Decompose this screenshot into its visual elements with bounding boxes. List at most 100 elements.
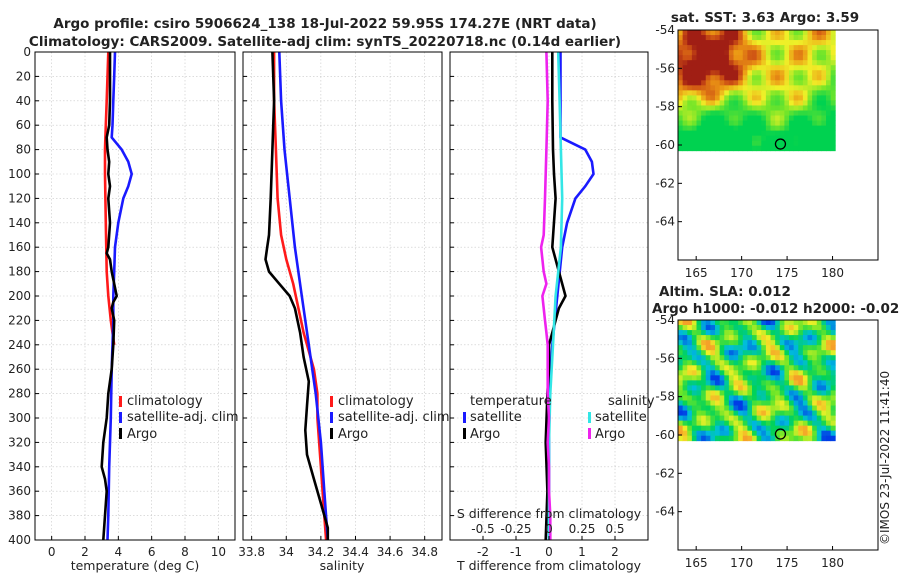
heatmap-cell [733, 430, 739, 437]
heatmap-cell [775, 345, 781, 351]
heatmap-cell [807, 140, 813, 147]
heatmap-cell [765, 65, 771, 71]
heatmap-cell [728, 400, 734, 406]
heatmap-cell [678, 425, 684, 432]
heatmap-cell [682, 325, 688, 331]
heatmap-cell [715, 135, 721, 142]
heatmap-cell [678, 400, 684, 406]
heatmap-cell [775, 50, 781, 56]
heatmap-cell [682, 145, 688, 152]
heatmap-cell [816, 55, 822, 61]
heatmap-cell [779, 345, 785, 351]
heatmap-cell [696, 95, 702, 101]
y-tick-label: 140 [8, 216, 31, 230]
heatmap-cell [701, 80, 707, 86]
heatmap-cell [724, 340, 730, 346]
heatmap-cell [816, 95, 822, 101]
heatmap-cell [779, 330, 785, 336]
heatmap-cell [752, 115, 758, 121]
heatmap-cell [691, 110, 697, 116]
heatmap-cell [752, 420, 758, 427]
legend-sal-argo-label: Argo [595, 427, 625, 442]
heatmap-cell [812, 400, 818, 406]
heatmap-cell [784, 400, 790, 406]
heatmap-cell [728, 145, 734, 152]
heatmap-cell [742, 350, 748, 356]
x-tick-label: 175 [776, 556, 799, 570]
heatmap-cell [691, 350, 697, 356]
y-tick-label: 320 [8, 435, 31, 449]
heatmap-cell [733, 360, 739, 366]
heatmap-cell [678, 55, 684, 61]
heatmap-cell [724, 330, 730, 336]
heatmap-cell [793, 370, 799, 376]
sla-argo-location-marker [774, 428, 787, 440]
heatmap-cell [779, 395, 785, 401]
y-tick-label: 80 [16, 143, 31, 157]
heatmap-cell [821, 45, 827, 51]
series-line-climatology [103, 51, 116, 345]
heatmap-cell [747, 335, 753, 341]
heatmap-cell [779, 110, 785, 116]
heatmap-cell [775, 335, 781, 341]
heatmap-cell [705, 380, 711, 386]
heatmap-cell [733, 350, 739, 356]
heatmap-cell [742, 415, 748, 422]
heatmap-cell [816, 370, 822, 376]
heatmap-cell [710, 385, 716, 391]
heatmap-cell [728, 75, 734, 81]
y-tick-label: 260 [8, 362, 31, 376]
heatmap-cell [738, 45, 744, 51]
heatmap-cell [705, 35, 711, 41]
heatmap-cell [719, 435, 725, 442]
heatmap-cell [802, 420, 808, 427]
heatmap-cell [775, 415, 781, 422]
heatmap-cell [724, 145, 730, 152]
heatmap-cell [696, 90, 702, 96]
heatmap-cell [678, 320, 684, 326]
heatmap-cell [691, 100, 697, 106]
heatmap-cell [742, 400, 748, 406]
heatmap-cell [738, 50, 744, 56]
heatmap-cell [826, 55, 832, 61]
heatmap-cell [678, 85, 684, 91]
heatmap-cell [678, 100, 684, 106]
heatmap-cell [826, 360, 832, 366]
heatmap-cell [701, 330, 707, 336]
heatmap-cell [696, 395, 702, 401]
heatmap-cell [705, 340, 711, 346]
heatmap-cell [752, 365, 758, 371]
heatmap-cell [687, 365, 693, 371]
heatmap-cell [784, 330, 790, 336]
heatmap-cell [710, 30, 716, 36]
heatmap-cell [798, 425, 804, 432]
heatmap-cell [756, 325, 762, 331]
sst-map-heatmap [678, 30, 836, 152]
heatmap-cell [807, 105, 813, 111]
heatmap-cell [724, 135, 730, 142]
heatmap-cell [756, 145, 762, 152]
heatmap-cell [705, 45, 711, 51]
heatmap-cell [701, 350, 707, 356]
heatmap-cell [728, 370, 734, 376]
heatmap-cell [738, 60, 744, 66]
heatmap-cell [784, 345, 790, 351]
heatmap-cell [742, 375, 748, 381]
heatmap-cell [682, 345, 688, 351]
heatmap-cell [802, 395, 808, 401]
heatmap-cell [793, 75, 799, 81]
heatmap-cell [715, 55, 721, 61]
heatmap-cell [742, 120, 748, 126]
heatmap-cell [728, 425, 734, 432]
heatmap-cell [812, 425, 818, 432]
heatmap-cell [742, 410, 748, 416]
heatmap-cell [807, 110, 813, 116]
heatmap-cell [775, 30, 781, 36]
heatmap-cell [719, 325, 725, 331]
heatmap-cell [789, 75, 795, 81]
heatmap-cell [742, 370, 748, 376]
heatmap-cell [687, 125, 693, 132]
heatmap-cell [802, 125, 808, 132]
heatmap-cell [715, 365, 721, 371]
heatmap-cell [678, 435, 684, 442]
